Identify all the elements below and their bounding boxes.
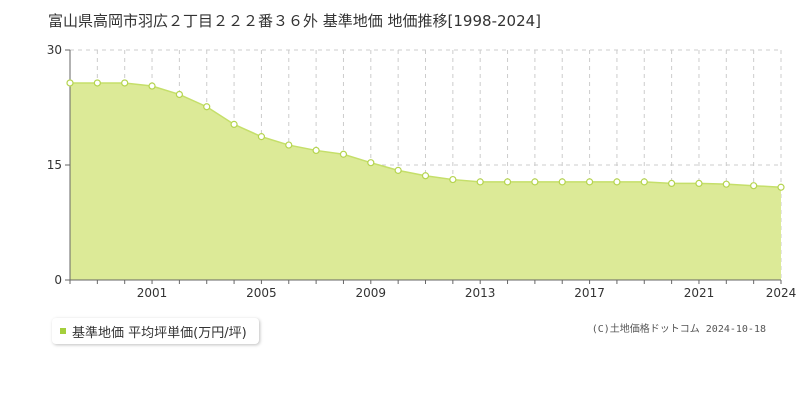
data-point: [449, 175, 457, 184]
axis-layer: [65, 49, 782, 284]
data-point: [531, 178, 539, 186]
data-point: [175, 90, 183, 99]
data-point: [367, 159, 375, 167]
x-tick-label: 2001: [137, 286, 168, 300]
data-point: [695, 179, 703, 187]
y-tick-label: 0: [54, 273, 62, 287]
data-point: [503, 178, 512, 186]
data-point: [777, 183, 785, 191]
copyright-text: (C)土地価格ドットコム 2024-10-18: [591, 324, 766, 335]
x-tick-label: 2017: [574, 286, 605, 300]
data-point: [285, 141, 293, 149]
y-tick-label: 30: [47, 43, 62, 57]
data-point: [750, 182, 758, 190]
data-point: [66, 79, 74, 87]
y-tick-label: 15: [47, 158, 62, 172]
chart-title: 富山県高岡市羽広２丁目２２２番３６外 基準地価 地価推移[1998-2024]: [48, 12, 542, 30]
data-point: [668, 179, 676, 187]
data-point: [613, 178, 621, 186]
data-point: [121, 79, 129, 87]
data-point: [476, 178, 484, 186]
data-point: [558, 178, 566, 186]
legend-swatch-icon: [60, 328, 66, 334]
data-point: [640, 178, 648, 186]
data-point: [203, 103, 211, 111]
x-tick-label: 2009: [356, 286, 387, 300]
legend: 基準地価 平均坪単価(万円/坪): [52, 318, 259, 344]
legend-label: 基準地価 平均坪単価(万円/坪): [72, 325, 247, 341]
data-point: [230, 120, 238, 128]
x-tick-label: 2024: [766, 286, 797, 300]
label-layer: 0 15 30 2001 2005 2009 2013 2017 2021 2024: [47, 43, 797, 300]
data-point: [257, 133, 266, 141]
data-point: [93, 79, 101, 87]
area-fill: [70, 82, 781, 280]
data-point: [339, 150, 348, 158]
data-point: [312, 146, 320, 155]
data-point: [394, 166, 402, 174]
point-layer: [66, 79, 785, 191]
data-point: [421, 172, 430, 180]
x-tick-label: 2005: [246, 286, 277, 300]
data-point: [722, 180, 730, 188]
data-point: [148, 82, 156, 90]
x-tick-label: 2013: [465, 286, 496, 300]
data-point: [585, 178, 594, 186]
x-tick-label: 2021: [684, 286, 715, 300]
